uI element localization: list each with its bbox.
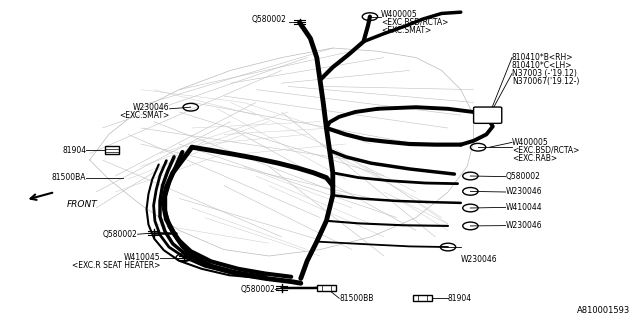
Text: <EXC.SMAT>: <EXC.SMAT>: [381, 26, 431, 35]
Text: N370067('19.12-): N370067('19.12-): [512, 77, 579, 86]
Text: W230046: W230046: [506, 188, 542, 196]
Text: FRONT: FRONT: [67, 200, 98, 209]
Text: W230046: W230046: [461, 255, 497, 264]
Text: N37003 (-'19.12): N37003 (-'19.12): [512, 69, 577, 78]
Text: 810410*C<LH>: 810410*C<LH>: [512, 61, 573, 70]
Text: Q580002: Q580002: [103, 230, 138, 239]
Text: W410045: W410045: [124, 253, 160, 262]
Text: W230046: W230046: [133, 103, 170, 112]
Text: <EXC.R SEAT HEATER>: <EXC.R SEAT HEATER>: [72, 261, 160, 270]
Text: 81500BB: 81500BB: [339, 294, 374, 303]
Text: Q580002: Q580002: [252, 15, 287, 24]
Text: W410044: W410044: [506, 203, 542, 212]
Bar: [105, 146, 119, 154]
Text: 81904: 81904: [448, 294, 472, 303]
Text: <EXC.BSD/RCTA>: <EXC.BSD/RCTA>: [381, 18, 448, 27]
Text: A810001593: A810001593: [577, 306, 630, 315]
Polygon shape: [90, 48, 474, 256]
Text: 81500BA: 81500BA: [52, 173, 86, 182]
Text: 810410*B<RH>: 810410*B<RH>: [512, 53, 573, 62]
FancyBboxPatch shape: [474, 107, 502, 123]
Text: <EXC.RAB>: <EXC.RAB>: [512, 154, 557, 163]
Text: Q580002: Q580002: [506, 172, 540, 181]
Bar: [317, 285, 336, 291]
Text: <EXC.SMAT>: <EXC.SMAT>: [119, 111, 170, 120]
Text: <EXC.BSD/RCTA>: <EXC.BSD/RCTA>: [512, 146, 579, 155]
Bar: [413, 295, 432, 301]
Text: W400005: W400005: [512, 138, 548, 147]
Text: Q580002: Q580002: [241, 285, 275, 294]
Text: W230046: W230046: [506, 221, 542, 230]
Text: 81904: 81904: [62, 146, 86, 155]
Text: W400005: W400005: [381, 10, 417, 19]
